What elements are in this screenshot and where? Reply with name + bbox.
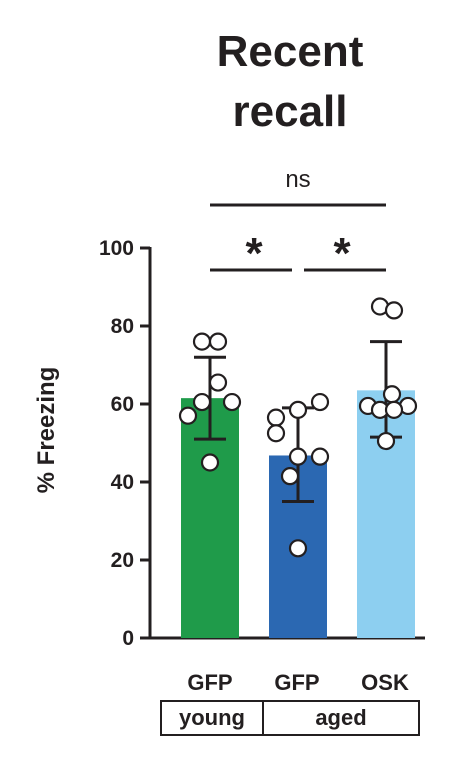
category-label-gfp-young: GFP — [187, 670, 233, 695]
y-tick-label-60: 60 — [111, 393, 134, 416]
group-label-aged: aged — [262, 700, 420, 736]
group-label-young: young — [160, 700, 264, 736]
data-point-0-4 — [222, 392, 242, 412]
data-point-2-2 — [382, 385, 402, 404]
y-tick-label-20: 20 — [111, 549, 134, 572]
category-label-gfp-aged: GFP — [274, 670, 320, 695]
data-point-1-7 — [288, 539, 308, 558]
data-point-0-2 — [208, 373, 228, 392]
chart-title-line-1: Recent — [216, 27, 364, 76]
data-point-0-5 — [178, 406, 198, 425]
data-point-1-5 — [310, 447, 330, 466]
y-tick-label-40: 40 — [111, 471, 134, 494]
y-tick-label-100: 100 — [99, 237, 134, 260]
y-axis-label: % Freezing — [33, 366, 60, 494]
data-point-1-6 — [280, 467, 300, 486]
data-point-2-6 — [384, 400, 404, 419]
y-tick-label-0: 0 — [122, 627, 134, 650]
chart-title-line-2: recall — [232, 87, 348, 136]
data-point-0-3 — [192, 392, 212, 412]
data-point-1-4 — [288, 447, 308, 466]
y-tick-label-80: 80 — [111, 315, 134, 338]
data-point-0-1 — [208, 332, 228, 351]
data-point-0-0 — [192, 332, 212, 351]
significance-label-1: * — [333, 229, 351, 278]
significance-label-2: ns — [285, 166, 310, 193]
data-point-1-3 — [266, 424, 286, 443]
data-point-0-6 — [200, 453, 220, 472]
significance-label-0: * — [245, 229, 263, 278]
data-point-1-1 — [288, 400, 308, 419]
data-point-2-1 — [384, 301, 404, 320]
data-point-1-2 — [266, 408, 286, 427]
data-point-2-7 — [376, 431, 396, 451]
data-point-1-0 — [310, 392, 330, 412]
category-label-osk-aged: OSK — [361, 670, 409, 695]
